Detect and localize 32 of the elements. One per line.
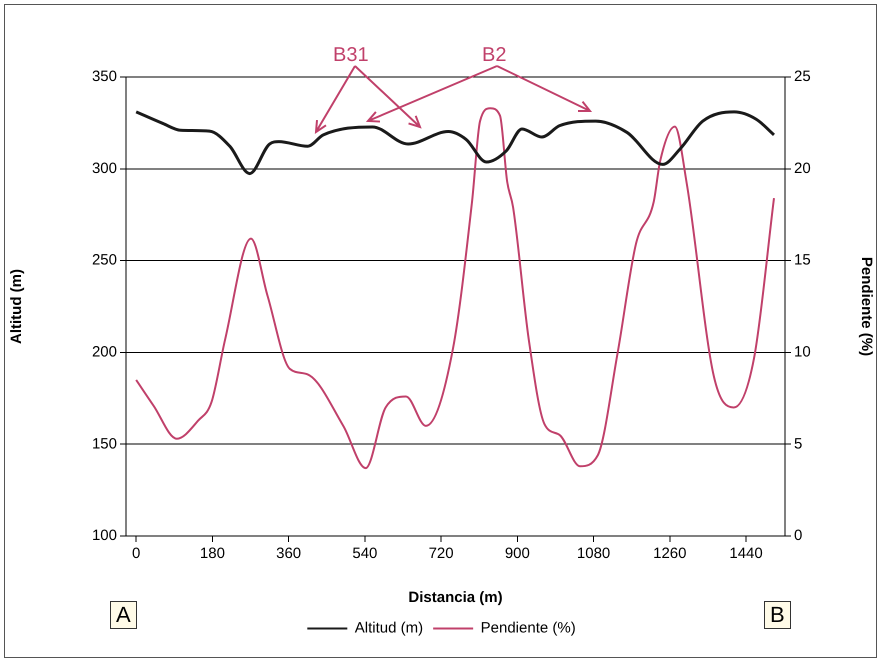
legend-label: Pendiente (%) [480, 620, 576, 637]
y2-tick-label: 25 [794, 68, 811, 86]
x-tick-label: 180 [200, 545, 225, 562]
y2-tick-label: 0 [794, 527, 802, 544]
y-tick-label: 200 [92, 344, 117, 361]
x-tick-label: 540 [352, 545, 378, 562]
x-tick-label: 720 [428, 545, 454, 562]
x-tick-label: 360 [276, 545, 302, 562]
y-tick-label: 350 [92, 68, 117, 86]
text: B2 [482, 44, 506, 67]
y2-tick-label: 10 [794, 344, 811, 361]
y-axis-title: Altitud (m) [8, 269, 26, 344]
y2-tick-label: 15 [794, 252, 811, 269]
x-tick-label: 1440 [729, 545, 763, 562]
legend-label: Altitud (m) [354, 620, 424, 637]
text: A [110, 601, 137, 629]
y-tick-label: 250 [92, 252, 117, 269]
y-tick-label: 300 [92, 160, 117, 177]
y2-tick-label: 5 [794, 435, 802, 452]
y-tick-label: 100 [92, 527, 117, 544]
text: B31 [333, 44, 369, 67]
y2-tick-label: 20 [794, 160, 811, 177]
x-tick-label: 900 [504, 545, 530, 562]
text: B [764, 601, 791, 629]
x-axis-title: Distancia (m) [408, 589, 503, 606]
y-tick-label: 150 [92, 435, 117, 452]
line-series [134, 110, 776, 176]
y2-axis-title: Pendiente (%) [858, 256, 875, 356]
x-tick-label: 0 [132, 545, 140, 562]
line-series [135, 107, 775, 470]
x-tick-label: 1260 [653, 545, 686, 562]
x-tick-label: 1080 [576, 545, 610, 562]
